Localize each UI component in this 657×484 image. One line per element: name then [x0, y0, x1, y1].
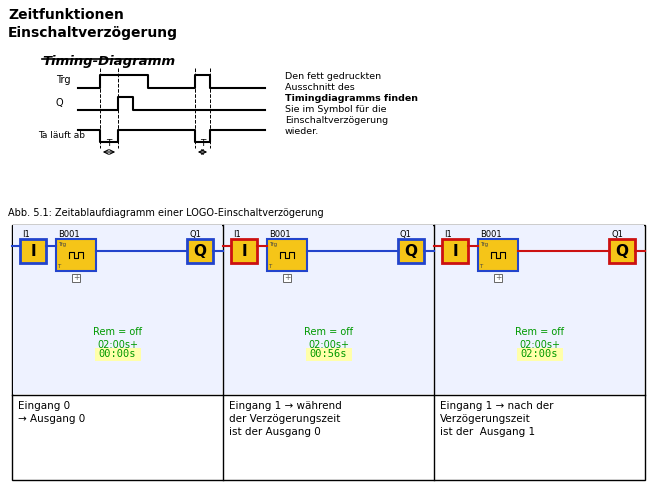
Text: Eingang 1 → während: Eingang 1 → während	[229, 401, 342, 411]
Bar	[187, 239, 213, 263]
Text: T: T	[268, 264, 271, 269]
Text: I: I	[452, 243, 458, 258]
Text: I: I	[30, 243, 36, 258]
Text: → Ausgang 0: → Ausgang 0	[18, 414, 85, 424]
Bar	[442, 239, 468, 263]
Text: ist der  Ausgang 1: ist der Ausgang 1	[440, 427, 535, 437]
Text: 00:56s: 00:56s	[309, 349, 348, 359]
Text: T: T	[106, 139, 112, 148]
Text: T: T	[200, 139, 205, 148]
Text: 00:00s: 00:00s	[99, 349, 136, 359]
Text: Eingang 0: Eingang 0	[18, 401, 70, 411]
Text: Q1: Q1	[400, 230, 412, 239]
Text: I1: I1	[444, 230, 452, 239]
Text: +: +	[495, 273, 501, 283]
Bar	[231, 239, 257, 263]
Bar	[13, 225, 222, 394]
Text: Den fett gedruckten: Den fett gedruckten	[285, 72, 381, 81]
Text: Timingdiagramms finden: Timingdiagramms finden	[285, 94, 418, 103]
Text: Zeitfunktionen: Zeitfunktionen	[8, 8, 124, 22]
Text: Q: Q	[194, 243, 206, 258]
Text: Einschaltverzögerung: Einschaltverzögerung	[285, 116, 388, 125]
Text: ist der Ausgang 0: ist der Ausgang 0	[229, 427, 321, 437]
Text: B001: B001	[58, 230, 79, 239]
Bar	[306, 348, 351, 361]
Bar	[20, 239, 46, 263]
Bar	[224, 225, 433, 394]
Text: 02:00s+: 02:00s+	[519, 340, 560, 350]
Text: Trg: Trg	[56, 75, 70, 85]
Text: Trg: Trg	[480, 242, 488, 247]
Text: +: +	[284, 273, 290, 283]
Bar	[398, 239, 424, 263]
Bar	[478, 239, 518, 271]
Text: der Verzögerungszeit: der Verzögerungszeit	[229, 414, 340, 424]
Bar	[72, 274, 80, 282]
Text: Ausschnitt des: Ausschnitt des	[285, 83, 355, 92]
Text: 02:00s+: 02:00s+	[308, 340, 349, 350]
Bar	[267, 239, 307, 271]
Bar	[56, 239, 96, 271]
Text: I1: I1	[233, 230, 240, 239]
Text: Rem = off: Rem = off	[515, 327, 564, 337]
Bar	[435, 225, 644, 394]
Text: Abb. 5.1: Zeitablaufdiagramm einer LOGO-Einschaltverzögerung: Abb. 5.1: Zeitablaufdiagramm einer LOGO-…	[8, 208, 324, 218]
Text: Rem = off: Rem = off	[304, 327, 353, 337]
Text: I1: I1	[22, 230, 30, 239]
Text: Q: Q	[405, 243, 417, 258]
Bar	[283, 274, 291, 282]
Text: Verzögerungszeit: Verzögerungszeit	[440, 414, 531, 424]
Bar	[609, 239, 635, 263]
Bar	[12, 225, 645, 480]
Bar	[494, 274, 502, 282]
Text: 02:00s: 02:00s	[521, 349, 558, 359]
Text: Q: Q	[616, 243, 629, 258]
Text: Trg: Trg	[269, 242, 277, 247]
Text: Q1: Q1	[611, 230, 623, 239]
Text: Ta läuft ab: Ta läuft ab	[38, 132, 85, 140]
Text: B001: B001	[480, 230, 502, 239]
Bar	[516, 348, 562, 361]
Text: Q1: Q1	[189, 230, 201, 239]
Text: Einschaltverzögerung: Einschaltverzögerung	[8, 26, 178, 40]
Text: T: T	[57, 264, 60, 269]
Text: 02:00s+: 02:00s+	[97, 340, 138, 350]
Text: Trg: Trg	[58, 242, 66, 247]
Text: Eingang 1 → nach der: Eingang 1 → nach der	[440, 401, 553, 411]
Text: B001: B001	[269, 230, 290, 239]
Text: Rem = off: Rem = off	[93, 327, 142, 337]
Text: T: T	[479, 264, 482, 269]
Text: Sie im Symbol für die: Sie im Symbol für die	[285, 105, 386, 114]
Text: I: I	[241, 243, 247, 258]
Text: Timing-Diagramm: Timing-Diagramm	[42, 55, 175, 68]
Text: +: +	[73, 273, 79, 283]
Text: Q: Q	[56, 98, 64, 108]
Text: wieder.: wieder.	[285, 127, 319, 136]
Bar	[95, 348, 141, 361]
